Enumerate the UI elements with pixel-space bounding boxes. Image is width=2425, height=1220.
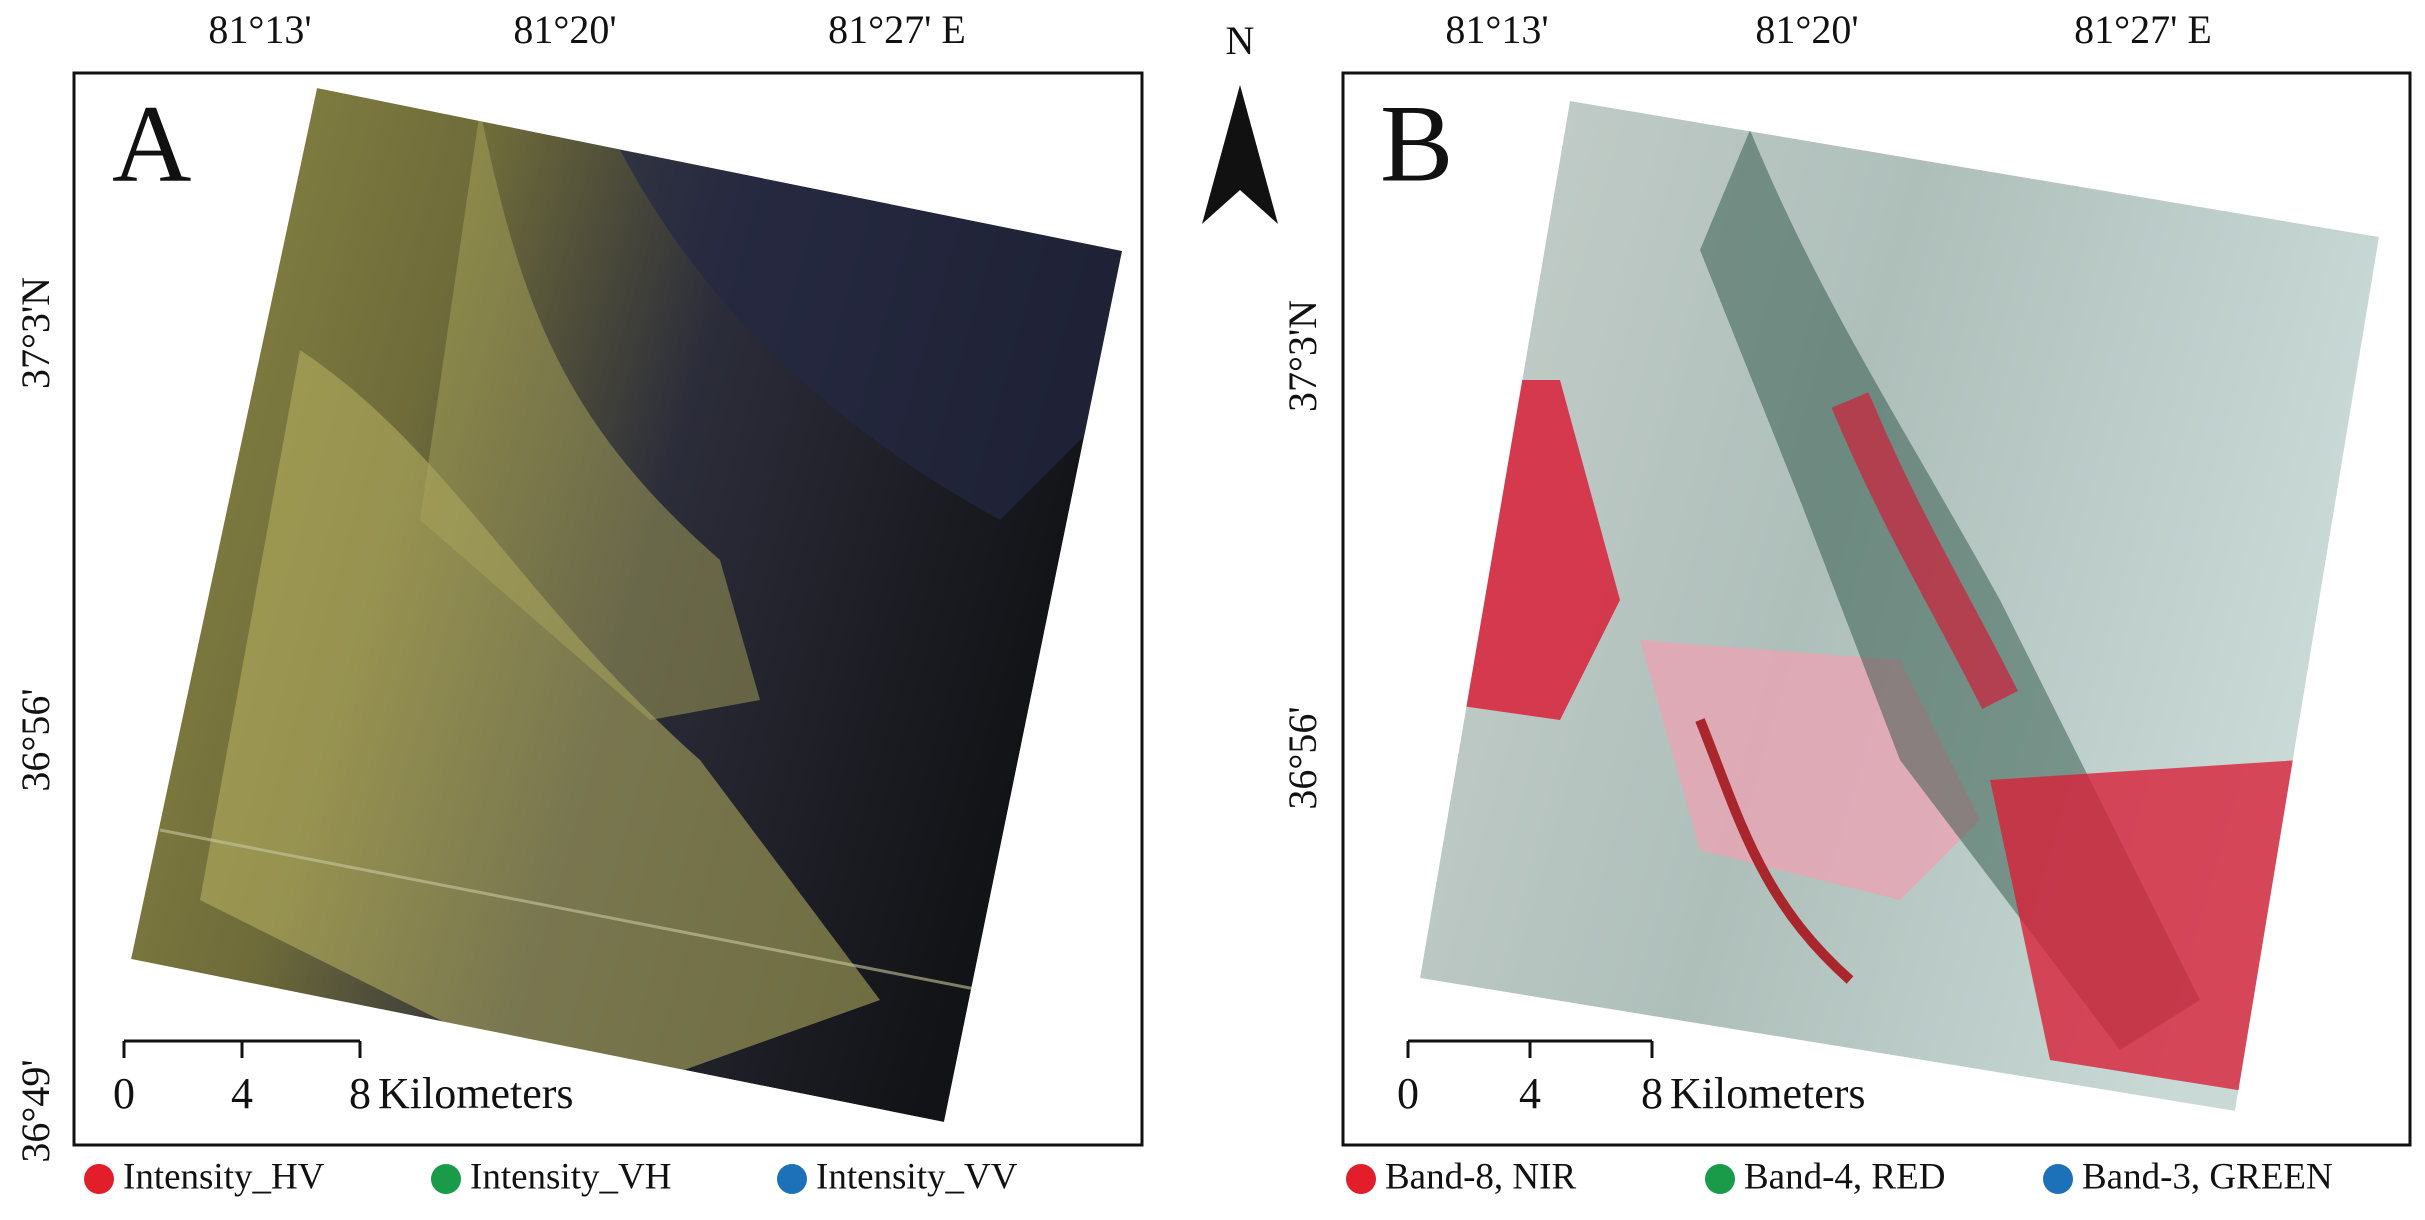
lon-label: 81°20' [1755,7,1858,52]
lat-label: 37°3'N [13,277,58,389]
scale-label: 4 [231,1069,253,1118]
scale-bar [1406,1039,1654,1058]
lat-label: 37°3'N [1280,300,1325,412]
legend-swatch [2043,1164,2073,1194]
legend-label: Band-3, GREEN [2082,1156,2333,1197]
scale-label: 0 [1397,1069,1419,1118]
legend-swatch [777,1164,807,1194]
lon-label: 81°27' E [828,7,966,52]
optical-image [1420,101,2379,1111]
north-arrow: N [1202,18,1278,224]
legend-label: Band-4, RED [1744,1156,1945,1197]
scale-label: 4 [1519,1069,1541,1118]
north-label: N [1226,18,1255,63]
lat-label: 36°49' [13,1059,58,1162]
panel-label: A [112,82,191,204]
panel-a: A 81°13' 81°20' 81°27' E 37°3'N 36°56' 3… [13,7,1144,1163]
scale-label: 0 [113,1069,135,1118]
lat-label: 36°56' [1280,706,1325,809]
scale-bar [122,1039,362,1058]
legend-label: Intensity_VH [470,1156,671,1197]
legend-swatch [1705,1164,1735,1194]
sar-image [131,88,1122,1122]
legend-swatch [1346,1164,1376,1194]
scale-unit: Kilometers [1670,1069,1866,1118]
scale-label: 8 [1641,1069,1663,1118]
lon-label: 81°27' E [2074,7,2212,52]
scale-unit: Kilometers [378,1069,574,1118]
legend-label: Intensity_HV [123,1156,325,1197]
legend-swatch [431,1164,461,1194]
lat-label: 36°56' [13,688,58,791]
lon-label: 81°20' [513,7,616,52]
legend-label: Intensity_VV [816,1156,1018,1197]
lon-label: 81°13' [208,7,311,52]
lon-label: 81°13' [1445,7,1548,52]
panel-label: B [1380,82,1453,204]
scale-label: 8 [349,1069,371,1118]
legend-swatch [84,1164,114,1194]
legend-label: Band-8, NIR [1385,1156,1576,1197]
panel-b: B 81°13' 81°20' 81°27' E 37°3'N 36°56' 0… [1280,7,2412,1147]
